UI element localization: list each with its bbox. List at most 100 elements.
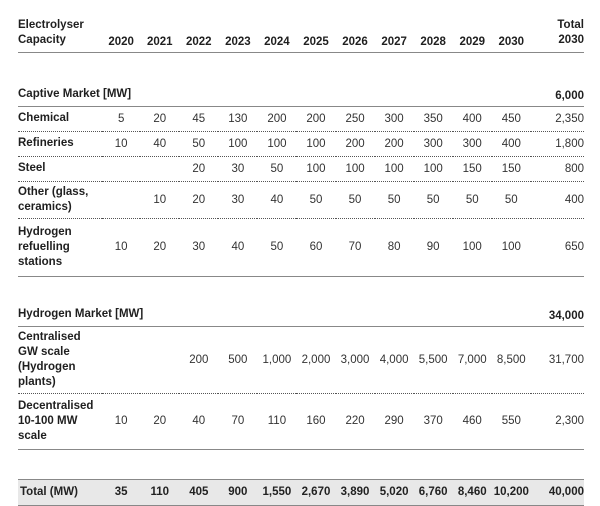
- value-cell: 100: [413, 156, 453, 182]
- value-cell: 300: [452, 131, 492, 157]
- spacer-cell: [18, 276, 584, 300]
- row-total: 2,300: [530, 393, 584, 450]
- value-cell: 400: [491, 131, 531, 157]
- section-header-row: Hydrogen Market [MW] 34,000: [18, 300, 584, 327]
- value-cell: 220: [335, 393, 375, 450]
- grand-total-value: 110: [140, 478, 180, 506]
- value-cell: 10: [102, 131, 141, 157]
- value-cell: 2,000: [296, 326, 336, 394]
- value-cell: 200: [179, 326, 219, 394]
- section-total: 6,000: [530, 80, 584, 107]
- value-cell: 20: [140, 218, 180, 277]
- header-row: Electrolyser Capacity 2020 2021 2022 202…: [18, 10, 584, 53]
- value-cell: 50: [179, 131, 219, 157]
- value-cell: 50: [452, 181, 492, 219]
- value-cell: [102, 326, 141, 394]
- value-cell: 70: [335, 218, 375, 277]
- value-cell: 290: [374, 393, 414, 450]
- year-header: 2024: [257, 10, 297, 53]
- grand-total-row: Total (MW) 35 110 405 900 1,550 2,670 3,890 5,02…: [18, 478, 584, 506]
- value-cell: 4,000: [374, 326, 414, 394]
- value-cell: 40: [257, 181, 297, 219]
- row-total: 2,350: [530, 106, 584, 132]
- row-total: 1,800: [530, 131, 584, 157]
- table-row: Refineries 10 40 50 100 100 100 200 200 300 300 400…: [18, 131, 584, 157]
- grand-total-value: 1,550: [257, 478, 297, 506]
- section-header-row: Captive Market [MW] 6,000: [18, 80, 584, 107]
- value-cell: 50: [257, 156, 297, 182]
- value-cell: 45: [179, 106, 219, 132]
- row-total: 400: [530, 181, 584, 219]
- value-cell: 300: [413, 131, 453, 157]
- year-header: 2026: [335, 10, 375, 53]
- year-header: 2022: [179, 10, 219, 53]
- value-cell: 50: [374, 181, 414, 219]
- value-cell: 100: [296, 156, 336, 182]
- value-cell: 50: [296, 181, 336, 219]
- spacer-cell: [18, 52, 584, 80]
- spacer-cell: [18, 449, 584, 479]
- value-cell: 50: [257, 218, 297, 277]
- table-row: Chemical 5 20 45 130 200 200 250 300 350 400 450 2,3…: [18, 106, 584, 132]
- grand-total-label: Total (MW): [18, 478, 103, 506]
- value-cell: 100: [257, 131, 297, 157]
- value-cell: 130: [218, 106, 258, 132]
- value-cell: 20: [179, 156, 219, 182]
- value-cell: 250: [335, 106, 375, 132]
- row-label: Refineries: [18, 131, 103, 157]
- value-cell: 100: [452, 218, 492, 277]
- value-cell: 10: [102, 218, 141, 277]
- year-header: 2023: [218, 10, 258, 53]
- value-cell: 7,000: [452, 326, 492, 394]
- row-label: Other (glass, ceramics): [18, 181, 103, 219]
- value-cell: 50: [491, 181, 531, 219]
- year-header: 2028: [413, 10, 453, 53]
- value-cell: 150: [491, 156, 531, 182]
- row-label: Decentralised 10-100 MW scale: [18, 393, 103, 450]
- section-total: 34,000: [530, 300, 584, 327]
- value-cell: 50: [413, 181, 453, 219]
- row-label: Hydrogen refuelling stations: [18, 218, 103, 277]
- value-cell: 350: [413, 106, 453, 132]
- capacity-table: Electrolyser Capacity 2020 2021 2022 202…: [18, 10, 584, 506]
- value-cell: 200: [374, 131, 414, 157]
- grand-total-value: 405: [179, 478, 219, 506]
- value-cell: 460: [452, 393, 492, 450]
- value-cell: 20: [179, 181, 219, 219]
- grand-total-value: 35: [102, 478, 141, 506]
- row-label: Centralised GW scale (Hydrogen plants): [18, 326, 103, 394]
- value-cell: 80: [374, 218, 414, 277]
- value-cell: 5,500: [413, 326, 453, 394]
- value-cell: 400: [452, 106, 492, 132]
- value-cell: 370: [413, 393, 453, 450]
- value-cell: 500: [218, 326, 258, 394]
- value-cell: 30: [179, 218, 219, 277]
- value-cell: 550: [491, 393, 531, 450]
- value-cell: 300: [374, 106, 414, 132]
- value-cell: 5: [102, 106, 141, 132]
- value-cell: 1,000: [257, 326, 297, 394]
- spacer-row: [18, 52, 584, 80]
- value-cell: 20: [140, 106, 180, 132]
- value-cell: 60: [296, 218, 336, 277]
- grand-total-value: 8,460: [452, 478, 492, 506]
- value-cell: 150: [452, 156, 492, 182]
- value-cell: 70: [218, 393, 258, 450]
- year-header: 2021: [140, 10, 180, 53]
- grand-total-value: 5,020: [374, 478, 414, 506]
- value-cell: 3,000: [335, 326, 375, 394]
- section-title: Captive Market [MW]: [18, 80, 531, 107]
- grand-total-value: 10,200: [491, 478, 531, 506]
- value-cell: 10: [102, 393, 141, 450]
- value-cell: 200: [257, 106, 297, 132]
- value-cell: 8,500: [491, 326, 531, 394]
- value-cell: [102, 181, 141, 219]
- grand-total-value: 3,890: [335, 478, 375, 506]
- value-cell: 100: [491, 218, 531, 277]
- spacer-row: [18, 449, 584, 479]
- year-header: 2029: [452, 10, 492, 53]
- table-row: Decentralised 10-100 MW scale 10 20 40 70 110…: [18, 393, 584, 450]
- value-cell: 100: [218, 131, 258, 157]
- value-cell: 40: [140, 131, 180, 157]
